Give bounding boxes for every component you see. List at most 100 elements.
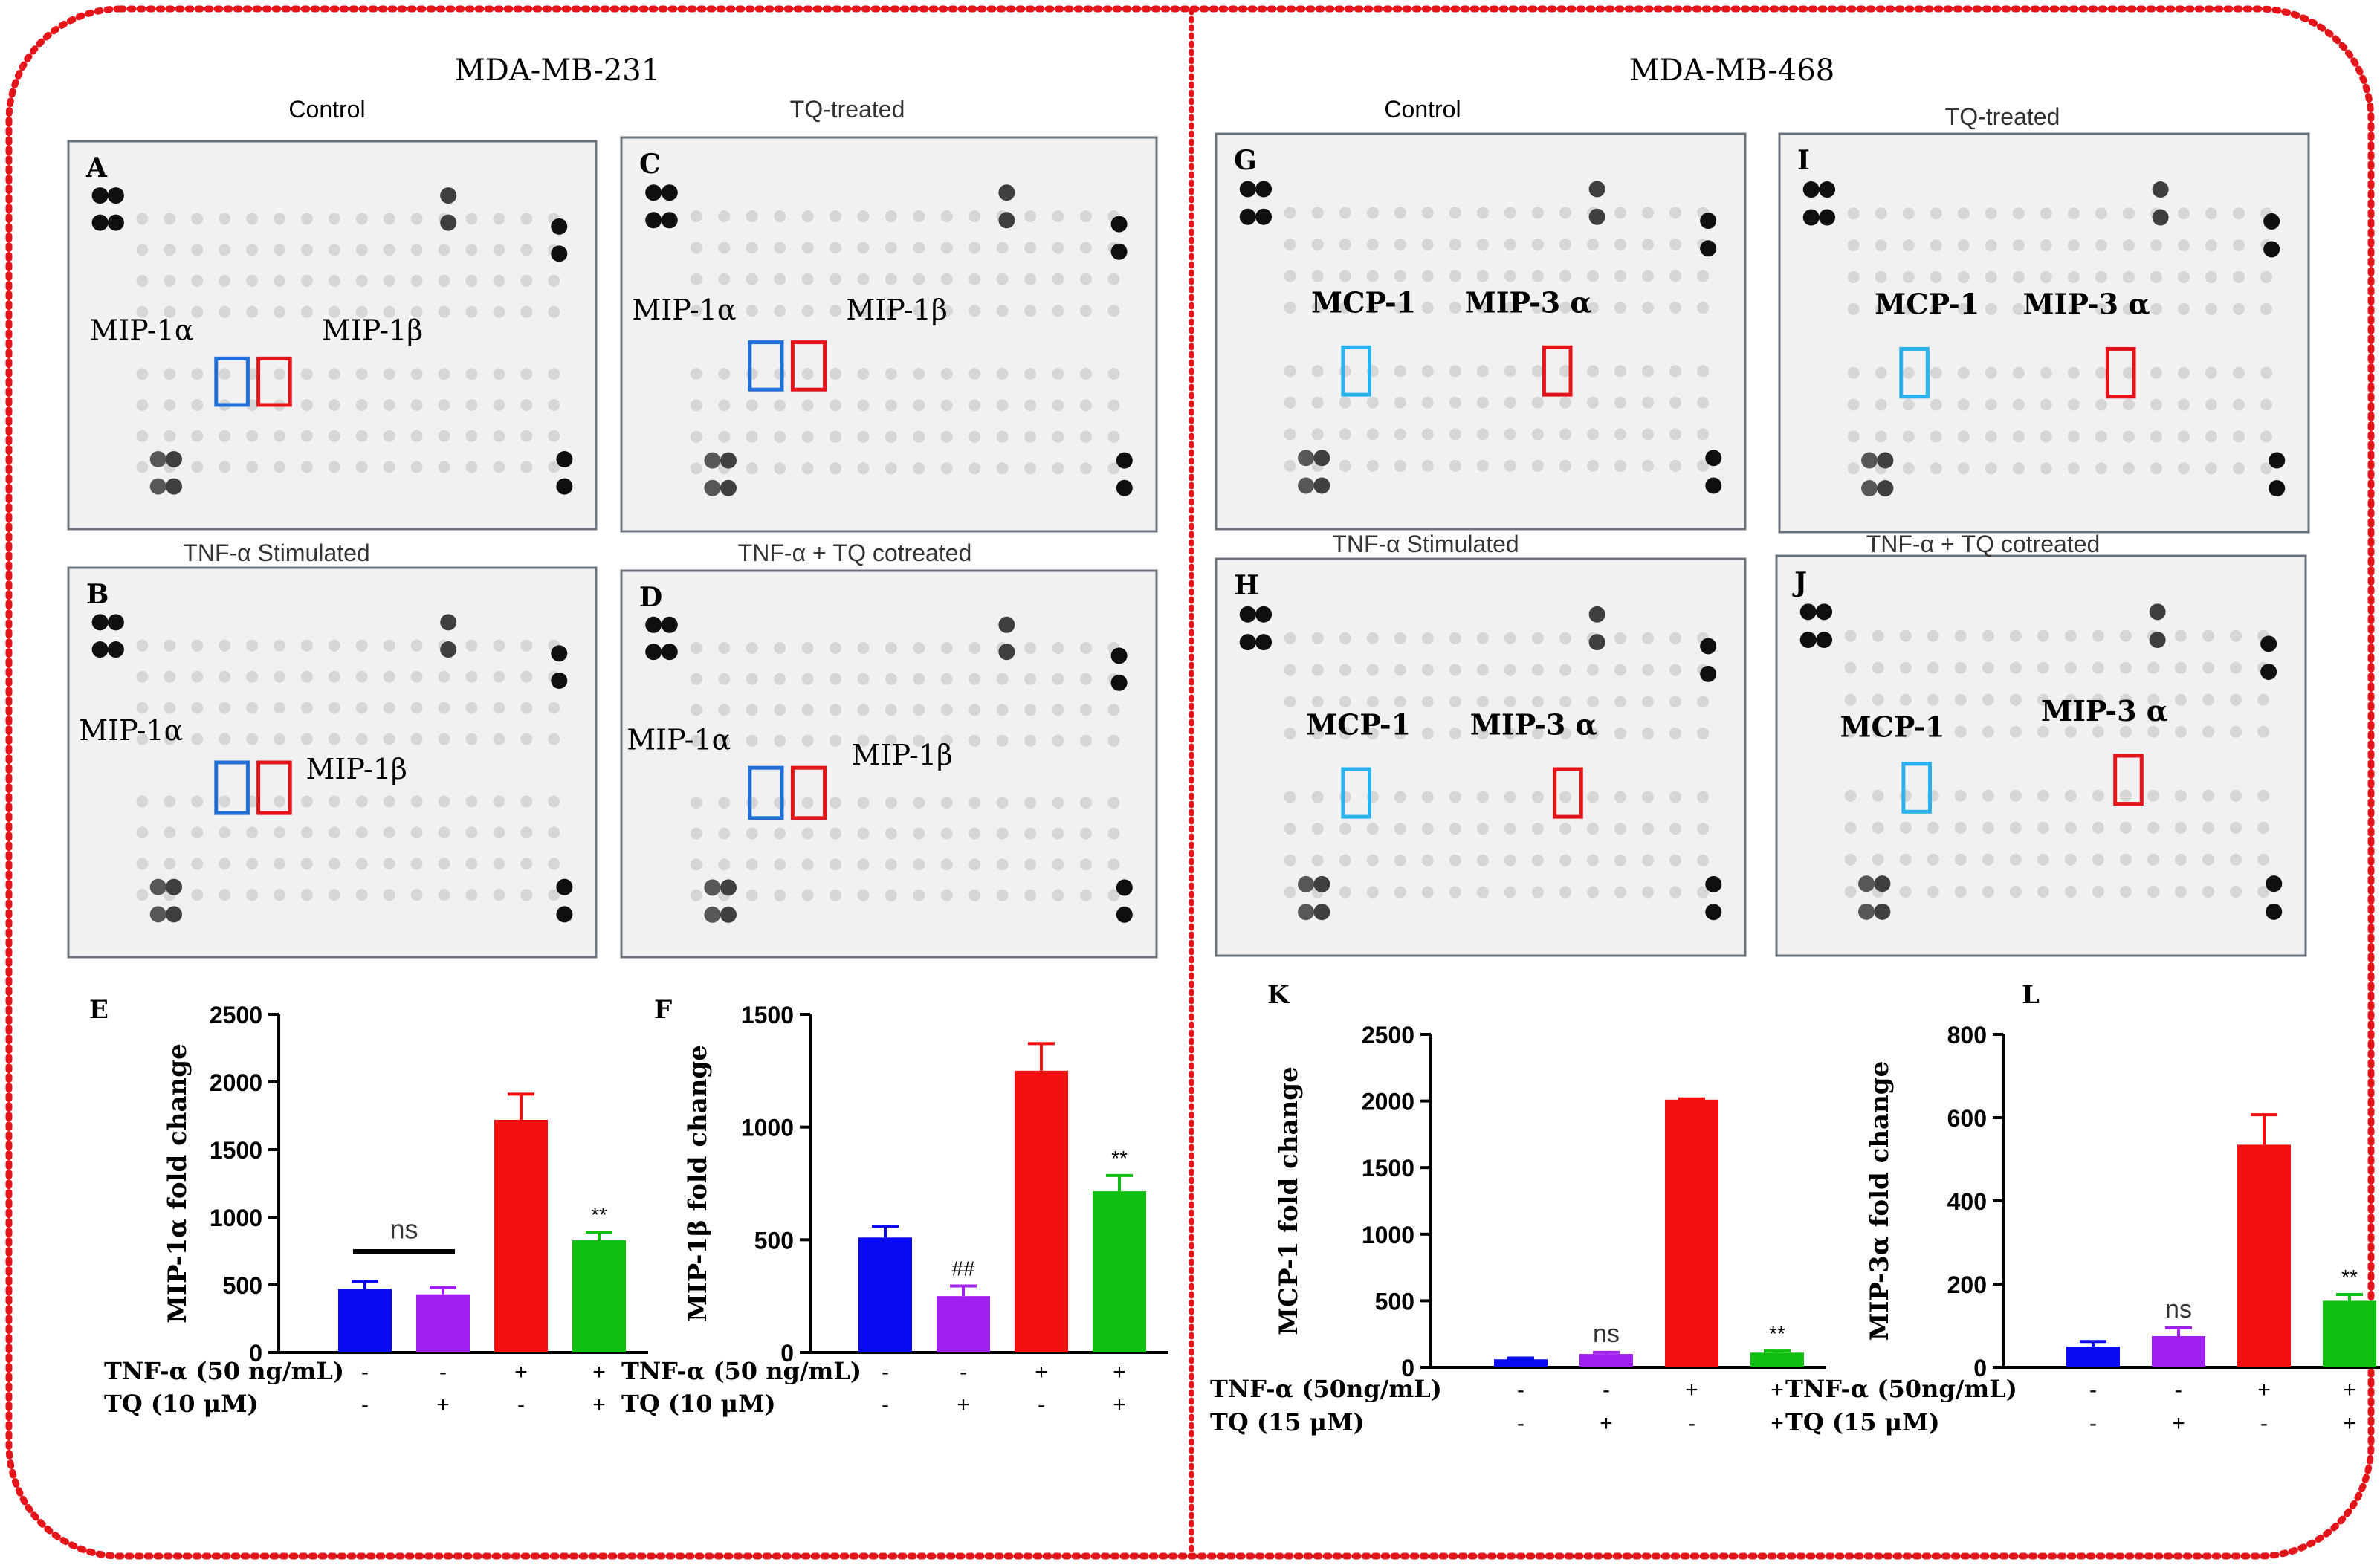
faint-spot: [1872, 661, 1884, 674]
bar-TNF-TQ: [572, 1240, 626, 1352]
faint-spot: [830, 734, 841, 747]
faint-spot: [328, 670, 340, 683]
faint-spot: [1339, 854, 1351, 866]
faint-spot: [1669, 886, 1682, 898]
blot-H: H TNF-α Stimulated MCP-1 MIP-3 α: [1215, 531, 1747, 957]
reference-spot: [91, 187, 109, 204]
faint-spot: [1669, 696, 1682, 708]
faint-spot: [940, 305, 953, 317]
faint-spot: [191, 430, 204, 442]
faint-spot: [1669, 207, 1682, 219]
faint-spot: [493, 889, 505, 901]
significance-label: **: [1111, 1147, 1128, 1170]
faint-spot: [465, 398, 478, 411]
faint-spot: [1079, 273, 1092, 285]
reference-spot: [1816, 631, 1833, 648]
faint-spot: [1107, 734, 1120, 747]
faint-spot: [774, 704, 786, 716]
faint-spot: [1614, 302, 1626, 314]
y-tick-label: 2000: [1362, 1089, 1414, 1115]
faint-spot: [969, 399, 981, 412]
reference-spot: [645, 644, 662, 661]
faint-spot: [300, 398, 313, 411]
faint-spot: [219, 858, 231, 870]
faint-spot: [2202, 821, 2214, 834]
faint-spot: [801, 242, 814, 254]
faint-spot: [2095, 270, 2107, 283]
faint-spot: [1339, 428, 1351, 441]
faint-spot: [2150, 462, 2162, 475]
faint-spot: [2095, 462, 2107, 475]
faint-spot: [164, 670, 176, 683]
reference-spot: [1819, 209, 1836, 226]
faint-spot: [1531, 207, 1544, 219]
y-tick-label: 1000: [1362, 1222, 1414, 1248]
faint-spot: [940, 642, 953, 654]
faint-spot: [438, 702, 450, 714]
faint-spot: [2095, 207, 2107, 220]
y-tick-label: 1500: [1362, 1155, 1414, 1182]
faint-spot: [996, 462, 1009, 475]
reference-spot: [551, 672, 568, 689]
reference-spot: [704, 879, 721, 896]
faint-spot: [246, 213, 259, 225]
blot-title: Control: [288, 96, 365, 123]
faint-spot: [2257, 853, 2270, 866]
faint-spot: [438, 889, 450, 901]
faint-spot: [801, 858, 814, 871]
faint-spot: [1052, 242, 1064, 254]
faint-spot: [1366, 823, 1379, 835]
faint-spot: [328, 305, 340, 318]
faint-spot: [300, 702, 313, 714]
faint-spot: [548, 889, 560, 901]
bar-TNF-: [494, 1119, 548, 1352]
faint-spot: [940, 734, 953, 747]
faint-spot: [548, 826, 560, 839]
faint-spot: [1504, 207, 1516, 219]
faint-spot: [1339, 396, 1351, 409]
faint-spot: [913, 797, 925, 809]
faint-spot: [383, 639, 395, 652]
faint-spot: [1641, 459, 1654, 472]
bar-TQ: [937, 1296, 990, 1352]
faint-spot: [1311, 396, 1324, 409]
faint-spot: [2064, 853, 2077, 866]
y-tick-label: 1500: [741, 1002, 794, 1028]
y-tick-label: 500: [223, 1272, 262, 1299]
faint-spot: [548, 430, 560, 442]
faint-spot: [1449, 459, 1461, 472]
faint-spot: [2177, 302, 2190, 315]
faint-spot: [1954, 661, 1967, 674]
faint-spot: [2205, 270, 2217, 283]
y-tick-label: 0: [249, 1340, 262, 1367]
faint-spot: [1641, 696, 1654, 708]
faint-spot: [191, 274, 204, 287]
faint-spot: [774, 430, 786, 443]
faint-spot: [801, 368, 814, 380]
faint-spot: [1875, 270, 1887, 283]
faint-spot: [1052, 273, 1064, 285]
faint-spot: [690, 305, 702, 317]
faint-spot: [1107, 305, 1120, 317]
faint-spot: [438, 461, 450, 473]
faint-spot: [219, 430, 231, 442]
faint-spot: [438, 795, 450, 808]
faint-spot: [274, 461, 285, 473]
faint-spot: [1902, 398, 1915, 411]
faint-spot: [1985, 270, 1997, 283]
faint-spot: [1284, 396, 1296, 409]
faint-spot: [1847, 398, 1860, 411]
reference-spot: [1313, 875, 1330, 892]
faint-spot: [2067, 239, 2080, 252]
highlight-box-MIP-3-α: [1553, 767, 1583, 819]
treatment-sign: -: [361, 1360, 369, 1384]
faint-spot: [410, 733, 423, 745]
faint-spot: [2067, 270, 2080, 283]
faint-spot: [2177, 270, 2190, 283]
bar-Control: [858, 1237, 912, 1352]
faint-spot: [2064, 629, 2077, 642]
faint-spot: [1559, 302, 1571, 314]
reference-spot: [1799, 603, 1817, 621]
faint-spot: [300, 213, 313, 225]
reference-spot: [1255, 634, 1273, 651]
